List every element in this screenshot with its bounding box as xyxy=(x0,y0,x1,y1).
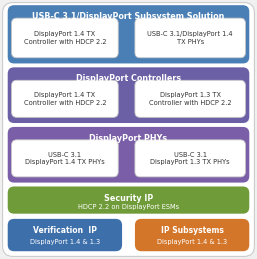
FancyBboxPatch shape xyxy=(8,186,249,214)
Text: Verification  IP: Verification IP xyxy=(33,226,97,235)
Text: HDCP 2.2 on DisplayPort ESMs: HDCP 2.2 on DisplayPort ESMs xyxy=(78,204,179,210)
Text: DisplayPort 1.3 TX
Controller with HDCP 2.2: DisplayPort 1.3 TX Controller with HDCP … xyxy=(149,92,232,106)
FancyBboxPatch shape xyxy=(12,18,118,58)
FancyBboxPatch shape xyxy=(135,140,245,177)
Text: Security IP: Security IP xyxy=(104,194,153,203)
Text: IP Subsystems: IP Subsystems xyxy=(161,226,224,235)
FancyBboxPatch shape xyxy=(135,18,245,58)
FancyBboxPatch shape xyxy=(135,80,245,117)
Text: USB-C 3.1
DisplayPort 1.4 TX PHYs: USB-C 3.1 DisplayPort 1.4 TX PHYs xyxy=(25,152,105,165)
Text: USB-C 3.1/DisplayPort Subsystem Solution: USB-C 3.1/DisplayPort Subsystem Solution xyxy=(32,12,225,21)
FancyBboxPatch shape xyxy=(8,5,249,63)
Text: DisplayPort 1.4 TX
Controller with HDCP 2.2: DisplayPort 1.4 TX Controller with HDCP … xyxy=(24,31,106,45)
FancyBboxPatch shape xyxy=(8,127,249,183)
Text: DisplayPort PHYs: DisplayPort PHYs xyxy=(89,134,168,143)
Text: DisplayPort Controllers: DisplayPort Controllers xyxy=(76,74,181,83)
Text: DisplayPort 1.4 & 1.3: DisplayPort 1.4 & 1.3 xyxy=(157,239,227,245)
Text: USB-C 3.1/DisplayPort 1.4
TX PHYs: USB-C 3.1/DisplayPort 1.4 TX PHYs xyxy=(147,31,233,45)
FancyBboxPatch shape xyxy=(12,80,118,117)
FancyBboxPatch shape xyxy=(12,140,118,177)
FancyBboxPatch shape xyxy=(8,67,249,123)
FancyBboxPatch shape xyxy=(8,219,122,251)
FancyBboxPatch shape xyxy=(135,219,249,251)
FancyBboxPatch shape xyxy=(3,3,254,256)
Text: DisplayPort 1.4 & 1.3: DisplayPort 1.4 & 1.3 xyxy=(30,239,100,245)
Text: USB-C 3.1
DisplayPort 1.3 TX PHYs: USB-C 3.1 DisplayPort 1.3 TX PHYs xyxy=(150,152,230,165)
Text: DisplayPort 1.4 TX
Controller with HDCP 2.2: DisplayPort 1.4 TX Controller with HDCP … xyxy=(24,92,106,106)
